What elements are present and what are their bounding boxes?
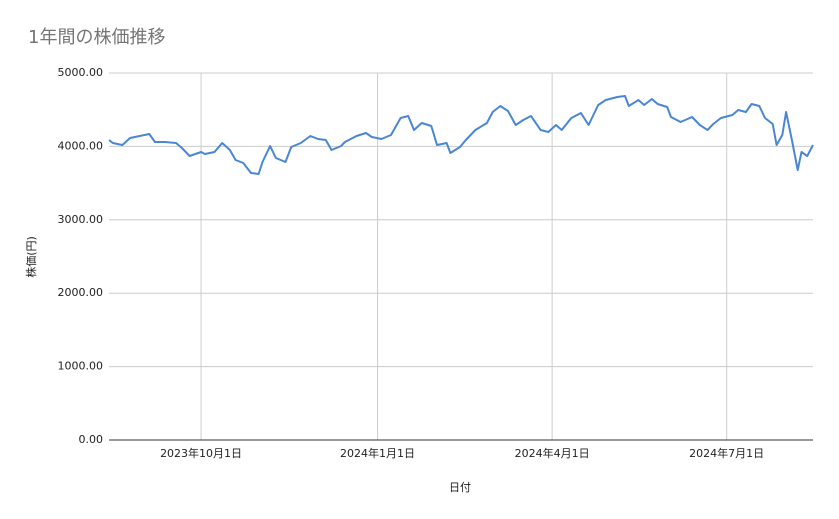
x-tick-label: 2024年4月1日 [515,446,590,460]
y-tick-label: 3000.00 [58,213,104,226]
x-tick-label: 2024年7月1日 [689,446,764,460]
x-tick-label: 2023年10月1日 [160,446,242,460]
y-tick-label: 5000.00 [58,66,104,79]
y-tick-label: 2000.00 [58,286,104,299]
x-tick-label: 2024年1月1日 [340,446,415,460]
y-tick-label: 1000.00 [58,360,104,373]
y-tick-label: 4000.00 [58,139,104,152]
y-tick-label: 0.00 [79,433,104,446]
x-axis-label: 日付 [449,481,471,494]
chart-title: 1年間の株価推移 [28,27,165,48]
y-axis-label: 株価(円) [24,236,38,278]
data-line [108,95,814,175]
